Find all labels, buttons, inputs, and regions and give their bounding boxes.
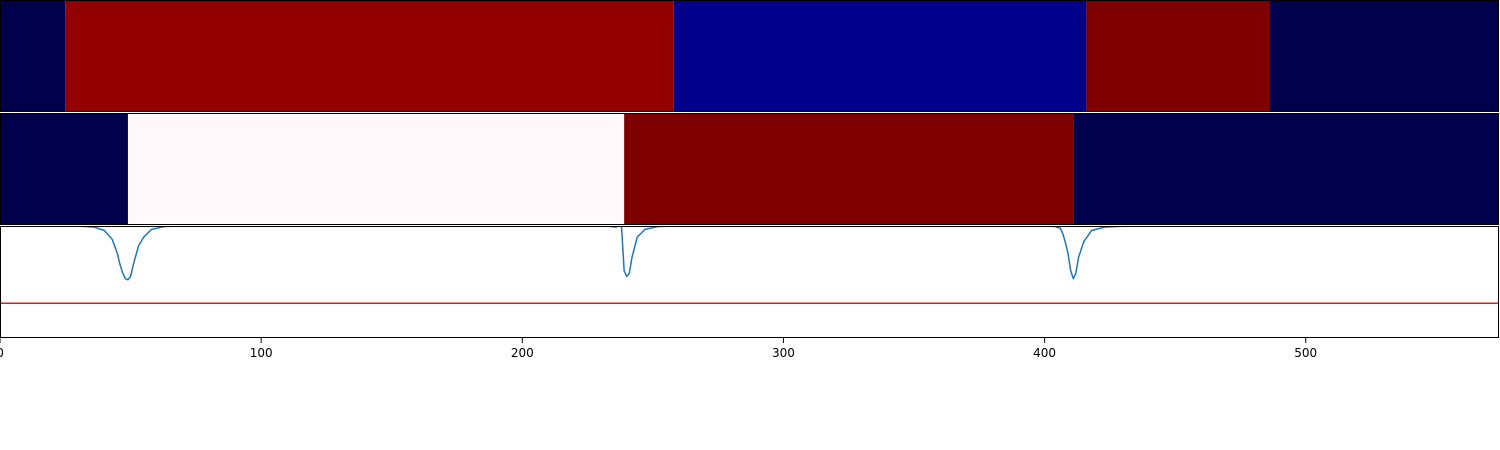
line-panel	[0, 226, 1499, 338]
heatmap-cell	[1269, 0, 1499, 112]
x-tick-label: 200	[511, 346, 534, 360]
heatmap-cell	[1086, 0, 1270, 112]
heatmap-cell	[0, 113, 128, 225]
heatmap-panel-middle	[0, 113, 1499, 225]
x-tick-label: 500	[1294, 346, 1317, 360]
heatmap-cell	[127, 113, 625, 225]
x-tick-label: 0	[0, 346, 4, 360]
panel-frame	[0, 0, 1499, 112]
heatmap-panel-top	[0, 0, 1499, 112]
x-tick-label: 100	[250, 346, 273, 360]
x-tick-label: 300	[772, 346, 795, 360]
heatmap-cell	[1073, 113, 1499, 225]
x-tick-label: 400	[1033, 346, 1056, 360]
panel-frame	[0, 113, 1499, 225]
series-line	[0, 226, 1499, 281]
x-axis: 0 100 200 300 400 500	[0, 338, 1317, 360]
panel-frame	[0, 226, 1499, 338]
heatmap-cell	[624, 113, 1074, 225]
heatmap-cell	[673, 0, 1087, 112]
heatmap-cell	[65, 0, 674, 112]
heatmap-cell	[0, 0, 66, 112]
